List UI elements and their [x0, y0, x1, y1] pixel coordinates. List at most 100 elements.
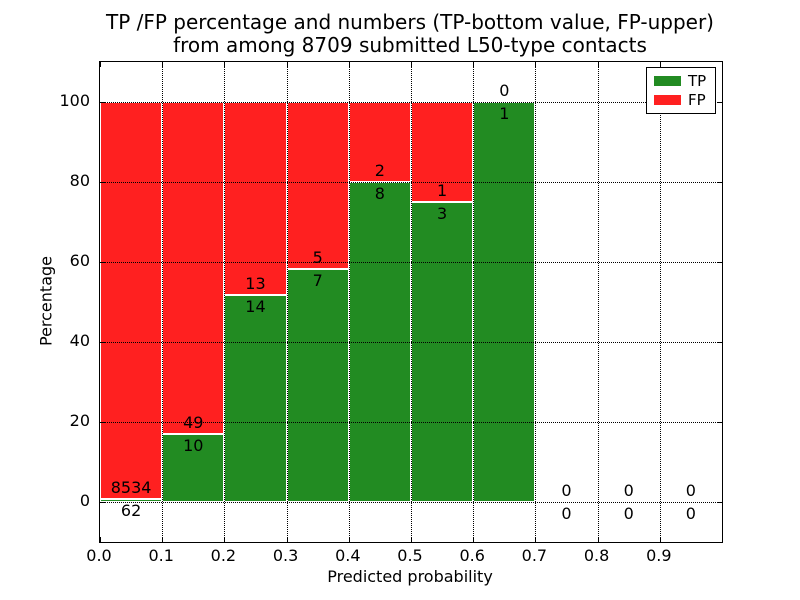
x-tick-label: 0.2	[210, 546, 237, 565]
bar-segment-tp	[411, 202, 474, 502]
value-label-fp: 49	[183, 413, 204, 433]
x-tick-label: 0.6	[459, 546, 485, 565]
y-tick-label: 60	[69, 251, 90, 270]
bar-segment-fp	[100, 102, 163, 500]
y-tick-right	[717, 502, 722, 503]
y-tick-left	[100, 422, 105, 423]
gridline-x	[224, 62, 226, 542]
legend: TP FP	[646, 67, 716, 114]
x-tick-top	[535, 62, 537, 67]
x-tick-top	[286, 62, 288, 67]
legend-entry-fp: FP	[654, 92, 708, 108]
y-tick-right	[717, 182, 722, 183]
value-label-tp: 8	[374, 184, 385, 203]
x-tick-bottom	[535, 537, 537, 542]
value-label-fp: 0	[623, 481, 634, 500]
legend-swatch-tp	[654, 76, 681, 86]
y-tick-left	[100, 342, 105, 343]
x-tick-label: 0.7	[521, 546, 548, 565]
gridline-x	[473, 62, 475, 542]
x-tick-bottom	[224, 537, 226, 542]
x-tick-top	[100, 62, 101, 67]
gridline-x	[535, 62, 537, 542]
x-tick-label: 0.8	[583, 546, 610, 565]
bar-segment-fp	[162, 102, 225, 435]
y-tick-label: 20	[69, 411, 90, 430]
value-label-tp: 1	[499, 104, 510, 123]
bar-segment-fp	[286, 102, 349, 269]
x-tick-label: 0.0	[86, 546, 112, 565]
x-tick-top	[224, 62, 226, 67]
value-label-tp: 62	[120, 501, 142, 521]
value-label-fp: 2	[374, 161, 385, 180]
chart-title: TP /FP percentage and numbers (TP-bottom…	[0, 11, 800, 57]
y-tick-right	[717, 342, 722, 343]
gridline-x	[162, 62, 164, 542]
value-label-tp: 0	[685, 504, 696, 523]
value-label-tp: 10	[183, 436, 204, 456]
bar-segment-tp	[162, 434, 225, 502]
x-tick-label: 0.9	[646, 546, 672, 565]
x-tick-bottom	[286, 537, 288, 542]
value-label-fp: 0	[685, 481, 696, 500]
value-label-fp: 13	[245, 273, 266, 293]
x-tick-label: 0.3	[272, 546, 299, 565]
x-tick-top	[411, 62, 412, 67]
value-label-tp: 0	[561, 504, 572, 523]
x-tick-bottom	[348, 537, 350, 542]
y-tick-label: 100	[59, 91, 90, 110]
value-label-fp: 1	[437, 181, 448, 200]
bar-segment-tp	[286, 268, 349, 502]
legend-entry-tp: TP	[654, 73, 708, 89]
gridline-x	[659, 62, 661, 542]
y-tick-left	[100, 182, 105, 183]
x-tick-bottom	[597, 537, 599, 542]
legend-label-tp: TP	[688, 72, 707, 90]
y-tick-right	[717, 102, 722, 103]
value-label-tp: 7	[312, 270, 323, 290]
gridline-x	[286, 62, 288, 542]
value-label-fp: 0	[499, 81, 510, 100]
y-tick-label: 0	[79, 491, 90, 510]
value-label-fp: 8534	[110, 478, 152, 498]
x-tick-label: 0.4	[335, 546, 361, 565]
y-tick-left	[100, 502, 105, 503]
value-label-fp: 5	[312, 247, 323, 267]
y-tick-label: 80	[69, 171, 90, 190]
x-tick-label: 0.1	[148, 546, 174, 565]
legend-label-fp: FP	[688, 91, 706, 109]
plot-area: 8534 62 49 10 13 14 5 7 2 8 1 3 0 1 0 0 0 0 0 0	[99, 61, 723, 543]
x-tick-top	[348, 62, 350, 67]
value-label-fp: 0	[561, 481, 572, 500]
bar-segment-tp	[473, 102, 536, 502]
gridline-x	[348, 62, 350, 542]
bar-segment-tp	[224, 294, 287, 502]
x-tick-bottom	[659, 537, 661, 542]
value-label-tp: 14	[245, 296, 266, 316]
y-tick-label: 40	[69, 331, 90, 350]
bar-segment-fp	[411, 102, 474, 202]
y-tick-right	[717, 422, 722, 423]
x-axis-label: Predicted probability	[327, 567, 493, 586]
gridline-x	[411, 62, 412, 542]
x-tick-top	[659, 62, 661, 67]
x-tick-bottom	[100, 537, 101, 542]
bar-segment-fp	[224, 102, 287, 295]
x-tick-top	[162, 62, 164, 67]
x-tick-bottom	[473, 537, 475, 542]
x-tick-bottom	[162, 537, 164, 542]
value-label-tp: 3	[437, 204, 448, 223]
chart-title-line2: from among 8709 submitted L50-type conta…	[173, 33, 647, 57]
x-tick-top	[473, 62, 475, 67]
y-tick-left	[100, 102, 105, 103]
chart-title-line1: TP /FP percentage and numbers (TP-bottom…	[106, 10, 714, 34]
value-label-tp: 0	[623, 504, 634, 523]
x-tick-bottom	[411, 537, 412, 542]
y-tick-left	[100, 262, 105, 263]
y-tick-right	[717, 262, 722, 263]
x-tick-label: 0.5	[397, 546, 423, 565]
bar-segment-tp	[100, 499, 163, 502]
gridline-x	[597, 62, 599, 542]
x-tick-top	[597, 62, 599, 67]
